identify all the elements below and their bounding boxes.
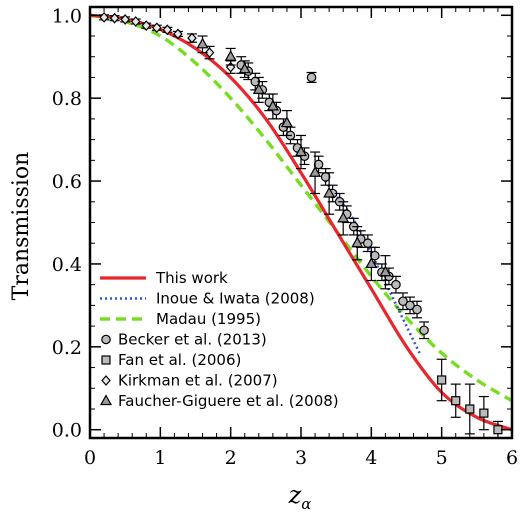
data-point	[280, 116, 293, 128]
data-point	[99, 394, 113, 406]
x-tick-label: 6	[506, 447, 518, 469]
data-point	[323, 186, 336, 198]
y-tick-label: 1.0	[52, 5, 82, 27]
data-point	[99, 11, 109, 23]
legend-label: Faucher-Giguere et al. (2008)	[118, 392, 339, 410]
data-point	[398, 296, 408, 307]
x-tick-label: 0	[84, 447, 96, 469]
legend-label: Kirkman et al. (2007)	[118, 372, 278, 390]
data-point	[493, 425, 503, 435]
data-point	[266, 99, 279, 111]
data-point	[130, 16, 141, 27]
y-tick-label: 0.2	[52, 337, 82, 359]
data-point	[405, 300, 415, 311]
legend-label: This work	[155, 269, 228, 287]
data-point	[101, 375, 111, 386]
legend-label: Inoue & Iwata (2008)	[156, 290, 315, 308]
series-curve	[89, 13, 513, 403]
data-point	[313, 159, 324, 170]
data-point	[379, 265, 392, 277]
x-tick-label: 2	[225, 447, 237, 469]
data-point	[363, 238, 373, 249]
data-point	[412, 304, 422, 315]
y-axis-title: Transmission	[9, 152, 34, 301]
ticks-layer: 0 1 2 3 4 5 6 0.0 0.2 0.4 0.6 0.8 1.0	[52, 5, 518, 469]
legend-label: Fan et al. (2006)	[118, 351, 241, 369]
legend-label: Becker et al. (2013)	[118, 331, 267, 349]
data-point	[173, 28, 183, 40]
data-point	[479, 408, 489, 418]
data-point	[351, 236, 364, 248]
data-point	[204, 47, 215, 58]
data-point	[101, 334, 111, 345]
y-tick-label: 0.0	[52, 420, 82, 442]
x-tick-label: 4	[365, 447, 377, 469]
data-point	[109, 12, 120, 24]
x-tick-label: 3	[295, 447, 307, 469]
data-point	[141, 20, 152, 32]
data-point	[294, 145, 308, 157]
data-point	[162, 24, 173, 36]
x-axis-variable: z	[288, 481, 302, 509]
legend-label: Madau (1995)	[156, 310, 261, 328]
x-axis-subscript: α	[301, 495, 311, 513]
points-layer	[99, 11, 503, 439]
legend: This work Inoue & Iwata (2008) Madau (1995…	[99, 269, 339, 410]
data-point	[238, 62, 251, 74]
x-tick-label: 1	[154, 447, 166, 469]
data-point	[120, 14, 130, 25]
data-point	[187, 32, 197, 44]
data-point	[365, 257, 378, 269]
data-point	[419, 325, 429, 336]
data-point	[306, 72, 317, 83]
data-point	[152, 22, 162, 34]
data-point	[224, 49, 237, 61]
y-tick-label: 0.6	[52, 171, 82, 193]
data-point	[337, 211, 350, 223]
data-point	[101, 355, 111, 365]
data-point	[391, 279, 401, 290]
x-tick-label: 5	[436, 447, 448, 469]
data-point	[437, 375, 447, 385]
data-point	[465, 404, 475, 414]
y-tick-label: 0.4	[52, 254, 82, 276]
data-point	[252, 83, 265, 94]
data-point	[196, 37, 209, 49]
data-point	[451, 396, 461, 406]
data-point	[370, 250, 380, 261]
x-axis-title: zα	[288, 481, 312, 513]
y-tick-label: 0.8	[52, 88, 82, 110]
data-point	[309, 166, 322, 177]
